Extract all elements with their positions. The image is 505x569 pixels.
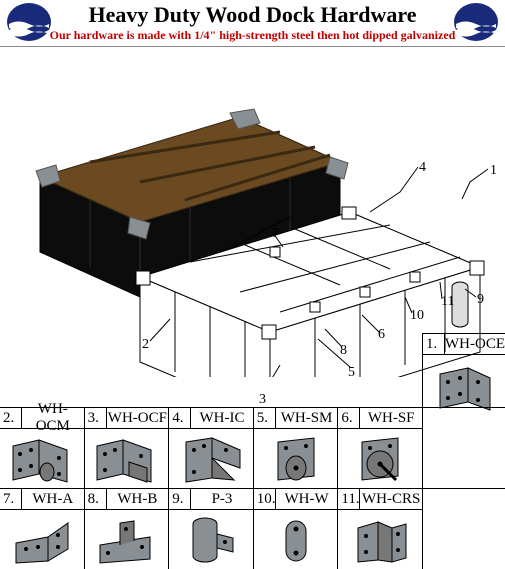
part-cell-9: 9.P-3 (169, 489, 254, 569)
part-num-7: 7 (3, 491, 11, 507)
part-cell-5: 5.WH-SM (254, 408, 339, 488)
exploded-diagram: 1 4 7 9 11 10 6 2 8 5 3 1. WH-OCE (0, 47, 505, 377)
part-cell-10: 10.WH-W (254, 489, 339, 569)
callout-1: 1 (490, 163, 497, 179)
grid-row-2: 7.WH-A 8.WH-B 9.P-3 10.WH-W (0, 488, 505, 569)
part-cell-7: 7.WH-A (0, 489, 85, 569)
page-title: Heavy Duty Wood Dock Hardware (0, 0, 505, 28)
part-icon-2 (0, 429, 84, 488)
callout-2: 2 (142, 337, 149, 353)
part-code-4: WH-IC (191, 410, 253, 427)
callout-11: 11 (441, 294, 454, 310)
part-icon-9 (169, 510, 253, 569)
part-icon-7 (0, 510, 84, 569)
part-icon-3 (85, 429, 169, 488)
part-icon-4 (169, 429, 253, 488)
part-code-7: WH-A (22, 491, 84, 508)
part-num-11: 11 (341, 491, 355, 507)
part-code-8: WH-B (107, 491, 169, 508)
callout-6: 6 (378, 327, 385, 343)
callout-3: 3 (259, 392, 266, 408)
part-code-3: WH-OCF (107, 410, 169, 427)
part-num-3: 3 (88, 410, 96, 426)
part-num-1: 1. (423, 334, 445, 354)
part-cell-8: 8.WH-B (85, 489, 170, 569)
grid-spacer-2 (423, 489, 505, 569)
part-cell-4: 4.WH-IC (169, 408, 254, 488)
part-cell-3: 3.WH-OCF (85, 408, 170, 488)
part-num-8: 8 (88, 491, 96, 507)
part-num-5: 5 (257, 410, 265, 426)
part-code-1: WH-OCE (445, 336, 505, 353)
diagram-svg (0, 47, 505, 377)
part-num-10: 10 (257, 491, 272, 507)
part-icon-10 (254, 510, 338, 569)
part-code-11: WH-CRS (360, 491, 422, 508)
grid-row-1: 2.WH-OCM 3.WH-OCF 4.WH-IC 5.WH-SM (0, 407, 505, 488)
callout-8: 8 (340, 343, 347, 359)
part-num-6: 6 (341, 410, 349, 426)
callout-7: 7 (272, 226, 279, 242)
part-code-6: WH-SF (360, 410, 422, 427)
page-subtitle: Our hardware is made with 1/4" high-stre… (0, 28, 505, 43)
part-icon-6 (338, 429, 422, 488)
part-cell-11: 11.WH-CRS (338, 489, 423, 569)
callout-5: 5 (348, 365, 355, 381)
callout-4: 4 (419, 160, 426, 176)
grid-spacer (423, 408, 505, 488)
part-code-9: P-3 (191, 491, 253, 508)
part-icon-11 (338, 510, 422, 569)
page: Heavy Duty Wood Dock Hardware Our hardwa… (0, 0, 505, 569)
part-code-5: WH-SM (276, 410, 338, 427)
part-code-10: WH-W (276, 491, 338, 508)
logo-left (6, 2, 52, 42)
part-icon-5 (254, 429, 338, 488)
part-num-2: 2 (3, 410, 11, 426)
part-num-4: 4 (172, 410, 180, 426)
header: Heavy Duty Wood Dock Hardware Our hardwa… (0, 0, 505, 47)
part-num-9: 9 (172, 491, 180, 507)
logo-right (453, 2, 499, 42)
parts-grid: 2.WH-OCM 3.WH-OCF 4.WH-IC 5.WH-SM (0, 407, 505, 569)
part-icon-8 (85, 510, 169, 569)
part-cell-2: 2.WH-OCM (0, 408, 85, 488)
part-cell-6: 6.WH-SF (338, 408, 423, 488)
callout-10: 10 (410, 308, 424, 324)
callout-9: 9 (477, 292, 484, 308)
